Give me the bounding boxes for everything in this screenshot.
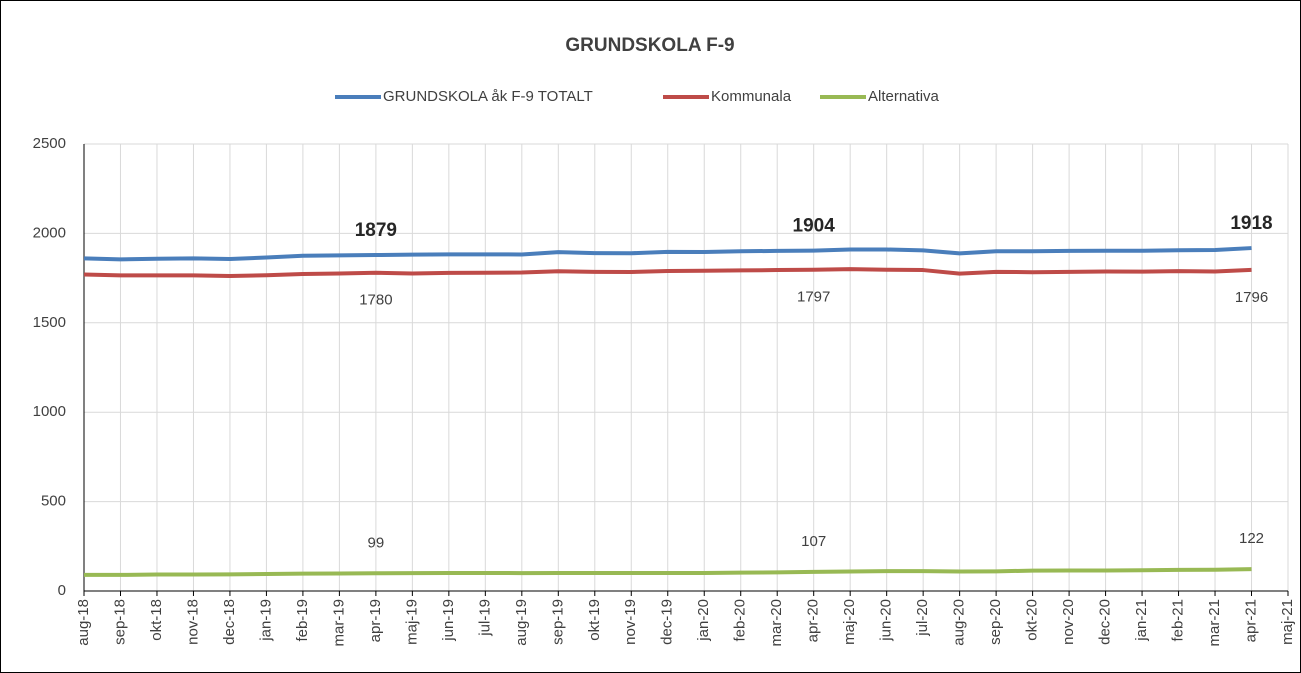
chart-title: GRUNDSKOLA F-9 <box>565 35 734 56</box>
series-line <box>83 246 1252 262</box>
x-tick-label: apr-21 <box>1242 599 1259 642</box>
x-tick-label: maj-20 <box>841 599 858 645</box>
x-tick-label: aug-20 <box>951 599 968 646</box>
data-label: 1796 <box>1235 289 1268 306</box>
x-tick-label: aug-18 <box>75 599 92 646</box>
x-tick-label: jan-21 <box>1133 599 1150 642</box>
data-label: 1780 <box>359 292 392 309</box>
y-tick-label: 1000 <box>33 403 66 420</box>
x-tick-label: mar-20 <box>768 599 785 647</box>
y-tick-label: 2500 <box>33 135 66 152</box>
x-tick-label: mar-19 <box>330 599 347 647</box>
series-line <box>83 267 1252 278</box>
x-tick-label: jul-20 <box>914 599 931 637</box>
legend-label: GRUNDSKOLA åk F-9 TOTALT <box>383 88 593 105</box>
x-tick-label: feb-21 <box>1170 599 1187 642</box>
x-tick-label: okt-20 <box>1024 599 1041 641</box>
x-tick-label: dec-19 <box>659 599 676 645</box>
x-tick-label: jun-19 <box>440 599 457 642</box>
y-tick-label: 1500 <box>33 314 66 331</box>
data-label: 1879 <box>355 220 397 241</box>
series-line <box>84 567 1252 577</box>
x-tick-label: maj-19 <box>403 599 420 645</box>
x-tick-label: jun-20 <box>878 599 895 642</box>
data-label: 1797 <box>797 289 830 306</box>
x-tick-label: apr-19 <box>367 599 384 642</box>
x-tick-label: nov-20 <box>1060 599 1077 645</box>
x-tick-label: feb-20 <box>732 599 749 642</box>
x-tick-label: nov-18 <box>184 599 201 645</box>
x-tick-label: okt-19 <box>586 599 603 641</box>
x-tick-label: aug-19 <box>513 599 530 646</box>
y-tick-label: 500 <box>41 493 66 510</box>
y-tick-label: 0 <box>58 582 66 599</box>
data-label: 122 <box>1239 530 1264 547</box>
legend-label: Kommunala <box>711 88 792 105</box>
x-tick-label: sep-20 <box>987 599 1004 645</box>
x-tick-label: apr-20 <box>805 599 822 642</box>
x-tick-label: mar-21 <box>1206 599 1223 647</box>
x-tick-label: feb-19 <box>294 599 311 642</box>
x-tick-label: jan-20 <box>695 599 712 642</box>
x-tick-label: jan-19 <box>257 599 274 642</box>
x-tick-label: sep-18 <box>111 599 128 645</box>
data-label: 107 <box>801 533 826 550</box>
x-tick-label: sep-19 <box>549 599 566 645</box>
x-tick-label: nov-19 <box>622 599 639 645</box>
x-tick-label: dec-20 <box>1097 599 1114 645</box>
x-tick-label: maj-21 <box>1279 599 1296 645</box>
x-tick-label: jul-19 <box>476 599 493 637</box>
x-tick-label: okt-18 <box>148 599 165 641</box>
x-tick-label: dec-18 <box>221 599 238 645</box>
y-tick-label: 2000 <box>33 224 66 241</box>
data-label: 99 <box>368 534 385 551</box>
legend-label: Alternativa <box>868 88 940 105</box>
data-label: 1918 <box>1230 213 1272 234</box>
data-label: 1904 <box>793 216 836 237</box>
